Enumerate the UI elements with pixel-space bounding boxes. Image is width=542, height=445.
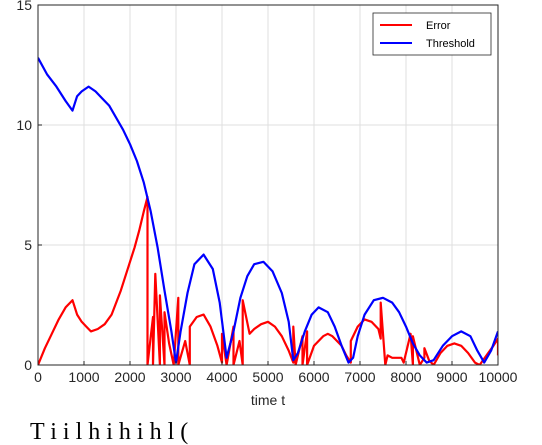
x-tick-label: 8000 <box>390 369 421 385</box>
x-tick-label: 6000 <box>298 369 329 385</box>
x-tick-label: 4000 <box>206 369 237 385</box>
ticks <box>37 4 499 366</box>
figure-caption: T i i l h i h i h l ( <box>30 419 189 445</box>
y-tick-label: 15 <box>16 0 32 13</box>
legend-box <box>372 12 492 56</box>
x-tick-label: 1000 <box>68 369 99 385</box>
y-tick-labels: 0 5 10 15 <box>16 0 32 373</box>
x-tick-labels: 0 1000 2000 3000 4000 5000 6000 7000 8000 9000 100… <box>34 369 518 385</box>
x-tick-label: 10000 <box>479 369 518 385</box>
legend: Error Threshold <box>372 12 492 56</box>
legend-label-threshold: Threshold <box>426 38 475 50</box>
x-tick-label: 0 <box>34 369 42 385</box>
y-tick-label: 5 <box>24 237 32 253</box>
x-tick-label: 7000 <box>344 369 375 385</box>
x-tick-label: 5000 <box>252 369 283 385</box>
y-tick-label: 0 <box>24 357 32 373</box>
error-threshold-chart: 0 1000 2000 3000 4000 5000 6000 7000 8000 9000 100… <box>16 0 518 408</box>
series-line-threshold <box>38 57 498 364</box>
series-layer <box>38 57 498 365</box>
x-tick-label: 9000 <box>436 369 467 385</box>
x-tick-label: 3000 <box>160 369 191 385</box>
series-line-error <box>38 195 498 365</box>
x-axis-label: time t <box>251 392 285 408</box>
legend-label-error: Error <box>426 20 451 32</box>
y-tick-label: 10 <box>16 117 32 133</box>
x-tick-label: 2000 <box>114 369 145 385</box>
